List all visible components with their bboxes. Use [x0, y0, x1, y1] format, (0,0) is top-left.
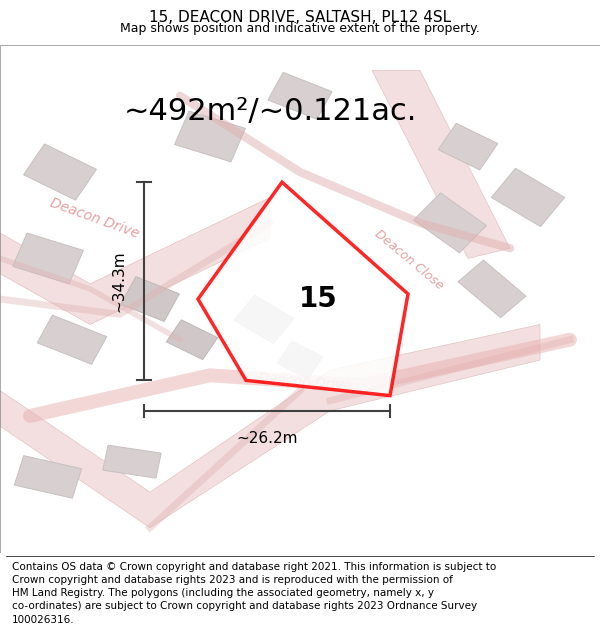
Polygon shape [372, 71, 510, 258]
Polygon shape [198, 182, 408, 396]
Bar [166, 320, 218, 359]
Text: 15: 15 [299, 285, 337, 313]
Bar [268, 72, 332, 119]
Text: Deacon Close: Deacon Close [372, 227, 446, 292]
Polygon shape [0, 324, 540, 528]
Text: Map shows position and indicative extent of the property.: Map shows position and indicative extent… [120, 22, 480, 35]
Text: Contains OS data © Crown copyright and database right 2021. This information is : Contains OS data © Crown copyright and d… [12, 562, 496, 624]
Polygon shape [0, 198, 270, 324]
Bar [175, 111, 245, 162]
Bar [491, 168, 565, 227]
Text: Deacon Drive: Deacon Drive [258, 371, 353, 394]
Bar [277, 341, 323, 379]
Text: 15, DEACON DRIVE, SALTASH, PL12 4SL: 15, DEACON DRIVE, SALTASH, PL12 4SL [149, 10, 451, 25]
Bar [234, 295, 294, 344]
Bar [458, 260, 526, 318]
Text: Deacon Drive: Deacon Drive [48, 196, 141, 241]
Bar [23, 144, 97, 200]
Bar [438, 123, 498, 170]
Text: ~34.3m: ~34.3m [111, 251, 126, 312]
Bar [14, 456, 82, 498]
Bar [13, 233, 83, 284]
Bar [103, 445, 161, 478]
Text: ~492m²/~0.121ac.: ~492m²/~0.121ac. [124, 96, 416, 126]
Bar [121, 277, 179, 321]
Bar [413, 193, 487, 253]
Text: ~26.2m: ~26.2m [236, 431, 298, 446]
Bar [37, 315, 107, 364]
